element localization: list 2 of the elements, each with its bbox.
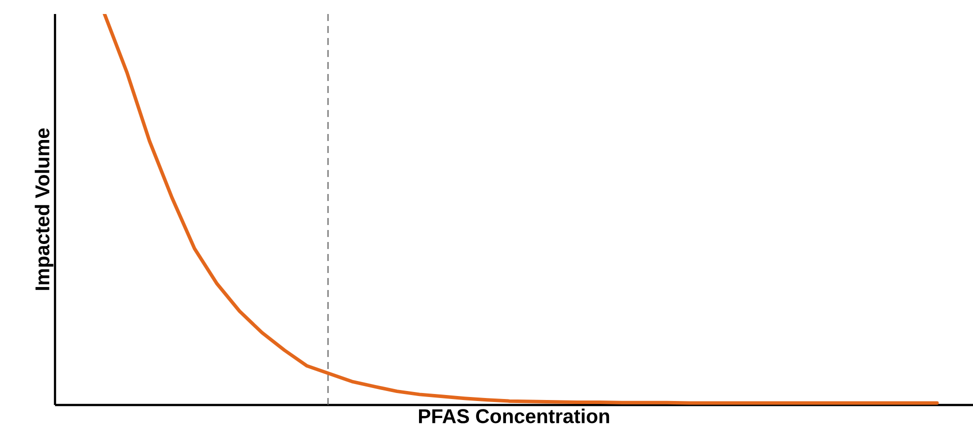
x-axis-title: PFAS Concentration [419, 408, 610, 424]
y-axis-title: Impacted Volume [34, 128, 54, 290]
